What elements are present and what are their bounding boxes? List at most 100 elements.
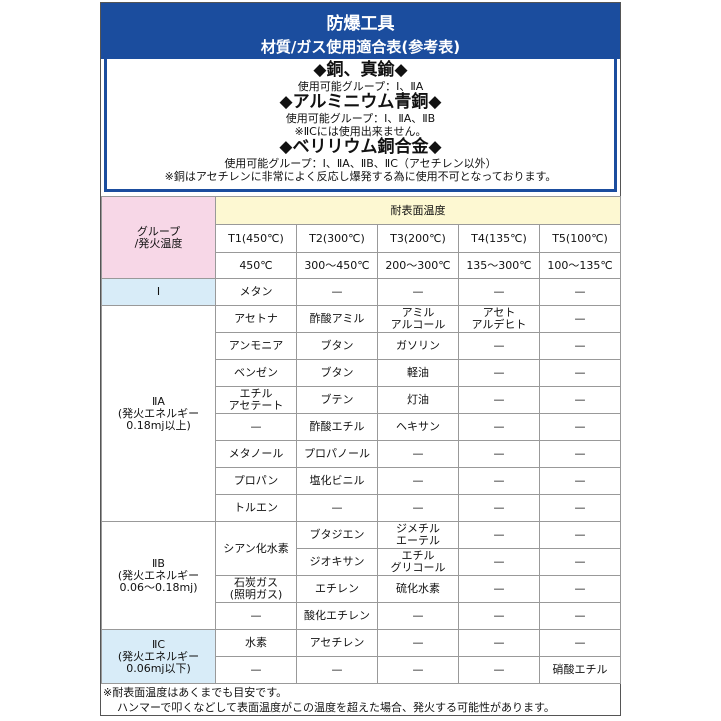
gas-cell: —: [538, 305, 622, 333]
gas-cell: —: [458, 386, 540, 414]
gas-cell: アセチレン: [296, 629, 378, 657]
temp-range: 300〜450℃: [296, 252, 378, 279]
table-row: ⅡC (発火エネルギー 0.06mj以下) 水素 アセチレン — — —: [101, 629, 622, 684]
temp-class: T1(450℃): [215, 224, 297, 253]
gas-cell: ブタジエン: [296, 521, 378, 549]
gas-cell: —: [538, 386, 622, 414]
gas-cell: メタノール: [215, 440, 297, 468]
gas-cell: メタン: [215, 278, 297, 306]
temp-range: 200〜300℃: [377, 252, 459, 279]
table: グループ /発火温度 耐表面温度 T1(450℃) T2(300℃) T3(200℃) T…: [101, 196, 622, 684]
gas-cell: —: [458, 413, 540, 441]
group-label: ⅡB (発火エネルギー 0.06〜0.18mj): [101, 521, 216, 630]
header: 防爆工具 材質/ガス使用適合表(参考表): [101, 3, 620, 59]
gas-cell: ベンゼン: [215, 359, 297, 387]
gas-cell: 酸化エチレン: [296, 602, 378, 630]
gas-cell: アセト アルデヒト: [458, 305, 540, 333]
material-note: 使用可能グループ：Ⅰ、ⅡA、ⅡB、ⅡC（アセチレン以外）: [224, 157, 497, 170]
table-row: ⅡB (発火エネルギー 0.06〜0.18mj) シアン化水素 ブタジエン ジメチル …: [101, 521, 622, 630]
group-label: ⅡA (発火エネルギー 0.18mj以上): [101, 305, 216, 522]
gas-cell: —: [458, 602, 540, 630]
gas-cell: —: [215, 413, 297, 441]
material-note: ※銅はアセチレンに非常によく反応し爆発する為に使用不可となっております。: [164, 170, 557, 183]
gas-cell: —: [458, 548, 540, 576]
temp-range: 100〜135℃: [538, 252, 622, 279]
gas-cell: —: [538, 548, 622, 576]
subtitle: 材質/ガス使用適合表(参考表): [260, 38, 461, 56]
gas-cell: —: [377, 467, 459, 495]
gas-cell: —: [377, 602, 459, 630]
gas-cell: —: [458, 575, 540, 603]
gas-cell: —: [538, 575, 622, 603]
gas-cell: 酢酸エチル: [296, 413, 378, 441]
gas-cell: 灯油: [377, 386, 459, 414]
gas-cell: 軽油: [377, 359, 459, 387]
table-row: 450℃ 300〜450℃ 200〜300℃ 135〜300℃ 100〜135℃: [102, 252, 622, 279]
gas-cell: 酢酸アミル: [296, 305, 378, 333]
temp-header: 耐表面温度: [214, 196, 622, 225]
gas-cell: トルエン: [215, 494, 297, 522]
gas-cell: —: [377, 494, 459, 522]
gas-cell: —: [538, 602, 622, 630]
table-row: ⅡA (発火エネルギー 0.18mj以上) アセトナ 酢酸アミル アミル アルコールア…: [101, 305, 622, 522]
group-label: Ⅰ: [101, 278, 216, 306]
gas-cell: ブタン: [296, 359, 378, 387]
gas-cell: エチレン: [296, 575, 378, 603]
gas-cell: —: [458, 629, 540, 657]
gas-cell: —: [296, 656, 378, 684]
gas-cell: —: [296, 494, 378, 522]
gas-cell: ジオキサン: [296, 548, 378, 576]
material-note: 使用可能グループ：Ⅰ、ⅡA: [297, 80, 424, 93]
gas-cell: 塩化ビニル: [296, 467, 378, 495]
gas-cell: 硫化水素: [377, 575, 459, 603]
gas-cell: —: [538, 494, 622, 522]
gas-cell: —: [538, 278, 622, 306]
gas-cell: —: [458, 332, 540, 360]
gas-cell: —: [538, 467, 622, 495]
temp-class: T5(100℃): [538, 224, 622, 253]
gas-cell: —: [458, 656, 540, 684]
temp-range: 450℃: [215, 252, 297, 279]
temp-range: 135〜300℃: [458, 252, 540, 279]
gas-cell: —: [458, 494, 540, 522]
temp-class: T3(200℃): [377, 224, 459, 253]
material-name: ◆アルミニウム青銅◆: [279, 92, 442, 112]
gas-cell: ジメチル エーテル: [377, 521, 459, 549]
materials: ◆銅、真鍮◆ 使用可能グループ：Ⅰ、ⅡA ◆アルミニウム青銅◆ 使用可能グループ：Ⅰ、…: [104, 59, 617, 192]
material-note: 使用可能グループ：Ⅰ、ⅡA、ⅡB: [285, 112, 436, 125]
material-name: ◆ベリリウム銅合金◆: [279, 137, 442, 157]
material-note: ※ⅡCには使用出来ません。: [294, 125, 427, 138]
gas-cell: —: [458, 440, 540, 468]
table-row: — — — — 硝酸エチル: [102, 656, 622, 684]
gas-cell: 硝酸エチル: [538, 656, 622, 684]
footer-note: ハンマーで叩くなどして表面温度がこの温度を超えた場合、発火する可能性があります。: [117, 701, 555, 714]
gas-cell: ブタン: [296, 332, 378, 360]
gas-cell: —: [377, 440, 459, 468]
table-row: プロパン 塩化ビニル — — —: [102, 467, 622, 495]
gas-cell: —: [458, 278, 540, 306]
gas-cell: —: [538, 629, 622, 657]
gas-cell: —: [377, 656, 459, 684]
gas-cell: アンモニア: [215, 332, 297, 360]
gas-cell: —: [296, 278, 378, 306]
footer-note: ※耐表面温度はあくまでも目安です。: [103, 686, 288, 699]
gas-cell: シアン化水素: [215, 521, 297, 576]
footer: ※耐表面温度はあくまでも目安です。ハンマーで叩くなどして表面温度がこの温度を超え…: [103, 685, 555, 715]
table-row: T1(450℃) T2(300℃) T3(200℃) T4(135℃) T5(100℃): [102, 224, 622, 253]
table-row: グループ /発火温度 耐表面温度: [101, 196, 622, 279]
table-row: ベンゼン ブタン 軽油 — —: [102, 359, 622, 387]
table-row: メタノール プロパノール — — —: [102, 440, 622, 468]
sheet: 防爆工具 材質/ガス使用適合表(参考表) ◆銅、真鍮◆ 使用可能グループ：Ⅰ、ⅡA…: [100, 2, 622, 716]
gas-cell: アミル アルコール: [377, 305, 459, 333]
gas-cell: —: [458, 359, 540, 387]
title: 防爆工具: [326, 14, 395, 34]
group-header: グループ /発火温度: [101, 196, 216, 279]
table-row: ジオキサン エチル グリコール — —: [102, 548, 622, 576]
gas-cell: —: [215, 656, 297, 684]
temp-class: T2(300℃): [296, 224, 378, 253]
gas-cell: 石炭ガス (照明ガス): [215, 575, 297, 603]
gas-cell: —: [538, 359, 622, 387]
gas-cell: プロパノール: [296, 440, 378, 468]
gas-cell: —: [377, 629, 459, 657]
